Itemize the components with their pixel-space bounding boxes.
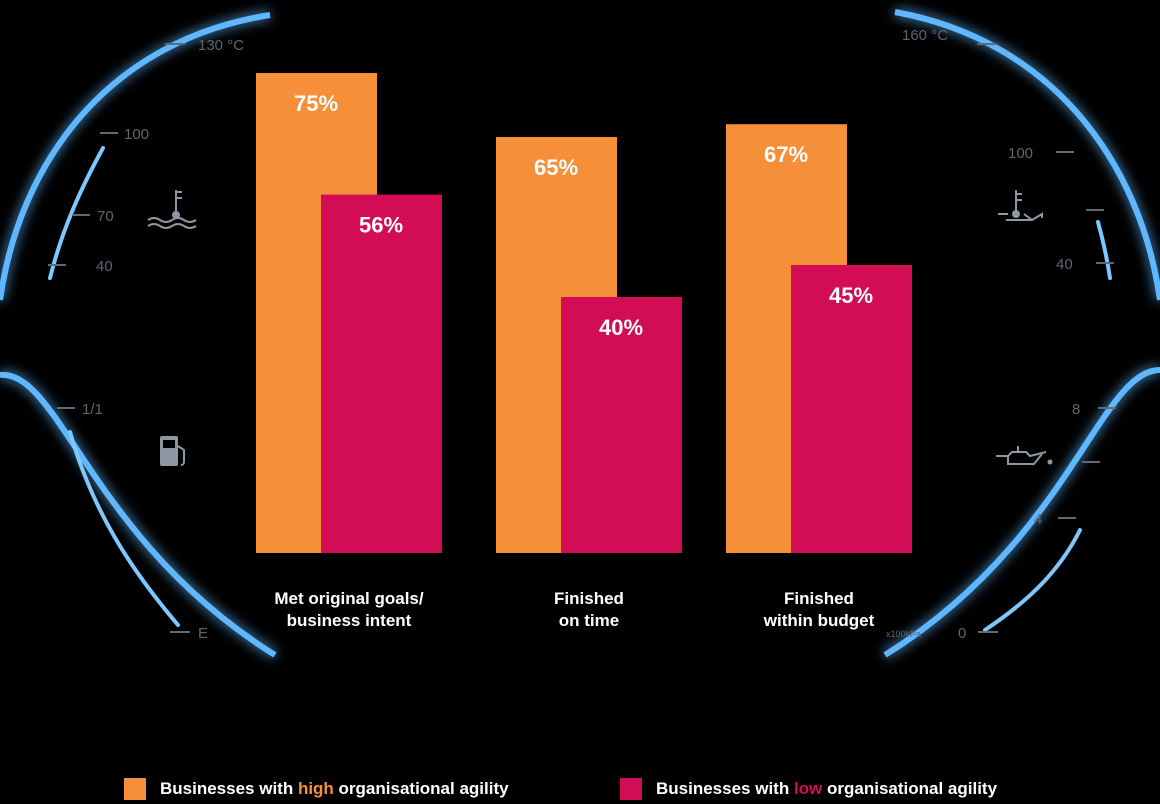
legend-label-high: Businesses with high organisational agil…	[160, 779, 509, 798]
left-upper-gauge-rim	[0, 12, 271, 301]
left-fuel-needle	[68, 430, 180, 627]
data-label-high-on-time: 65%	[534, 155, 578, 180]
gauge-label-4: 4	[1034, 511, 1042, 528]
gauge-label-40-left: 40	[96, 258, 113, 275]
bar-low-goals	[321, 194, 442, 553]
legend-label-low: Businesses with low organisational agili…	[656, 779, 998, 798]
right-upper-gauge-rim	[894, 9, 1160, 301]
gauge-label-70: 70	[97, 208, 114, 225]
data-label-low-goals: 56%	[359, 213, 403, 238]
gauge-label-100-right: 100	[1008, 145, 1033, 162]
gauge-label-40-right: 40	[1056, 256, 1073, 273]
data-label-low-on-time: 40%	[599, 315, 643, 340]
left-lower-gauge-rim	[0, 371, 277, 658]
legend-swatch-high	[124, 778, 146, 800]
left-temp-needle	[48, 146, 105, 280]
gauge-label-8: 8	[1072, 401, 1080, 418]
right-temp-needle	[1096, 220, 1112, 280]
gauge-label-130c: 130 °C	[198, 37, 244, 54]
bar-low-budget	[791, 265, 912, 553]
gauge-label-kpa: x100kPa	[886, 629, 921, 639]
gauge-label-empty: E	[198, 625, 208, 642]
data-label-low-budget: 45%	[829, 283, 873, 308]
legend-item-high: Businesses with high organisational agil…	[124, 778, 509, 800]
gauge-label-100-left: 100	[124, 126, 149, 143]
right-oil-needle	[983, 528, 1082, 632]
fuel-pump-icon	[160, 436, 185, 466]
oil-temperature-icon	[998, 190, 1043, 222]
oil-pressure-icon	[996, 446, 1053, 465]
coolant-temperature-icon	[147, 190, 197, 229]
data-label-high-goals: 75%	[294, 91, 338, 116]
bar-low-on-time	[561, 297, 682, 553]
category-label-budget: Finished within budget	[763, 589, 875, 630]
category-label-on-time: Finished on time	[554, 589, 624, 630]
gauge-label-full: 1/1	[82, 401, 103, 418]
category-label-goals: Met original goals/ business intent	[274, 589, 424, 630]
legend-item-low: Businesses with low organisational agili…	[620, 778, 997, 800]
gauge-label-0: 0	[958, 625, 966, 642]
right-lower-gauge-rim	[883, 367, 1160, 658]
gauge-label-160c: 160 °C	[902, 27, 948, 44]
legend-swatch-low	[620, 778, 642, 800]
data-label-high-budget: 67%	[764, 142, 808, 167]
